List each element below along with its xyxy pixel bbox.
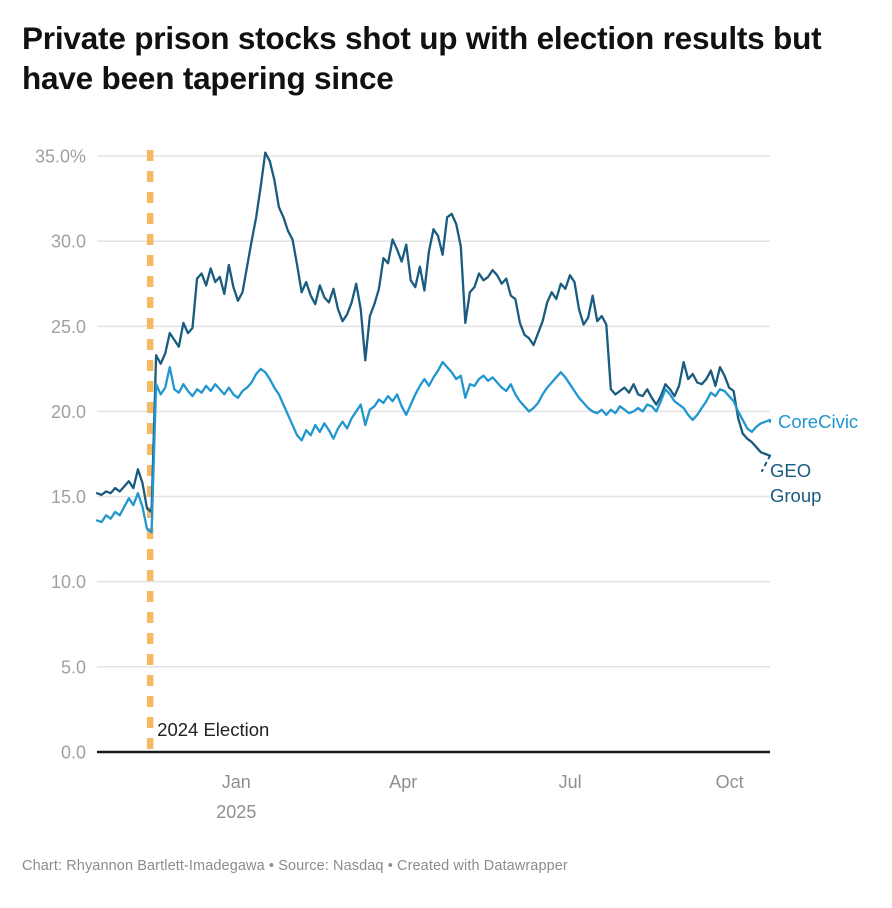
x-tick-label: Jul: [559, 772, 582, 792]
series-line-corecivic: [95, 360, 772, 534]
chart-title: Private prison stocks shot up with elect…: [22, 20, 822, 96]
y-tick-label: 20.0: [51, 402, 86, 422]
y-tick-label: 0.0: [61, 743, 86, 763]
x-tick-label: Jan: [222, 772, 251, 792]
x-tick-labels-group: Jan 2025 Apr Jul Oct: [216, 772, 743, 822]
series-labels-group: CoreCivic GEO Group: [770, 411, 858, 506]
chart-plot-area: 0.0 5.0 10.0 15.0 20.0 25.0 30.0 35.0% CoreCivi…: [35, 147, 858, 823]
x-tick-sublabel: 2025: [216, 802, 256, 822]
y-tick-label: 10.0: [51, 572, 86, 592]
chart-footer-credit: Chart: Rhyannon Bartlett-Imadegawa • Sou…: [22, 858, 568, 874]
y-tick-label: 35.0%: [35, 147, 86, 167]
y-tick-label: 15.0: [51, 487, 86, 507]
y-tick-label: 30.0: [51, 232, 86, 252]
series-leader-lines-group: [761, 418, 771, 472]
x-tick-label: Oct: [716, 772, 744, 792]
series-label-corecivic: CoreCivic: [778, 411, 858, 432]
series-paths-group: [95, 151, 772, 534]
leader-line-geo-group: [761, 454, 771, 472]
annotation-2024-election: 2024 Election: [157, 719, 269, 740]
x-tick-label: Apr: [389, 772, 417, 792]
y-tick-label: 25.0: [51, 317, 86, 337]
gridlines-group: [97, 155, 770, 668]
series-label-geo-group: Group: [770, 485, 821, 506]
y-tick-labels-group: 0.0 5.0 10.0 15.0 20.0 25.0 30.0 35.0%: [35, 147, 86, 763]
series-line-geo-group: [95, 151, 772, 514]
series-label-geo-group: GEO: [770, 460, 811, 481]
annotation-group: 2024 Election: [157, 719, 269, 740]
y-tick-label: 5.0: [61, 657, 86, 677]
